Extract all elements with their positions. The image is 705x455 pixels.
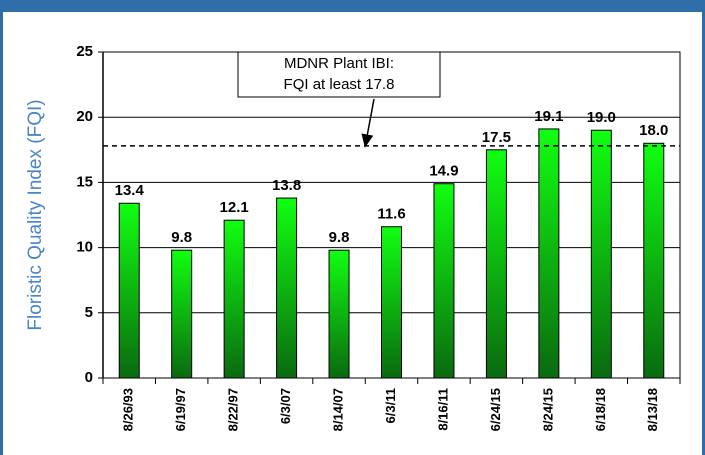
bar bbox=[485, 149, 507, 379]
x-tick-label: 6/24/15 bbox=[488, 388, 503, 431]
y-tick-label: 10 bbox=[76, 239, 93, 256]
bar bbox=[328, 249, 350, 379]
bar bbox=[381, 226, 402, 379]
annotation-text: MDNR Plant IBI: bbox=[284, 55, 394, 72]
bar bbox=[590, 129, 612, 379]
bar bbox=[118, 202, 140, 379]
x-tick-label: 8/26/93 bbox=[121, 388, 136, 431]
bar bbox=[433, 183, 455, 379]
right-edge bbox=[702, 0, 705, 455]
y-tick-label: 20 bbox=[76, 108, 93, 125]
value-label: 9.8 bbox=[171, 229, 192, 246]
x-tick-label: 6/3/11 bbox=[383, 388, 398, 423]
x-tick-label: 8/16/11 bbox=[435, 388, 450, 431]
annotation-arrow bbox=[361, 98, 375, 148]
top-bar bbox=[0, 0, 705, 12]
value-label: 17.5 bbox=[482, 129, 511, 146]
bar bbox=[223, 219, 245, 379]
x-tick-label: 8/22/97 bbox=[226, 388, 241, 431]
annotation-box bbox=[237, 51, 441, 98]
left-edge bbox=[0, 0, 3, 455]
value-label: 19.0 bbox=[587, 109, 616, 126]
value-label: 18.0 bbox=[639, 122, 668, 139]
y-tick-label: 15 bbox=[76, 173, 93, 190]
bar bbox=[643, 142, 665, 379]
y-tick-label: 0 bbox=[85, 369, 93, 386]
x-tick-label: 6/19/97 bbox=[173, 388, 188, 431]
value-label: 11.6 bbox=[377, 206, 405, 223]
value-label: 13.8 bbox=[272, 177, 301, 194]
annotation-text: FQI at least 17.8 bbox=[284, 76, 395, 93]
x-tick-label: 8/13/18 bbox=[645, 388, 660, 431]
value-label: 19.1 bbox=[534, 108, 563, 125]
value-label: 13.4 bbox=[115, 182, 145, 199]
bar bbox=[538, 128, 560, 379]
value-label: 14.9 bbox=[429, 163, 458, 180]
x-tick-label: 8/14/07 bbox=[330, 388, 345, 431]
value-label: 9.8 bbox=[329, 229, 350, 246]
x-tick-label: 6/18/18 bbox=[593, 388, 608, 431]
y-tick-label: 25 bbox=[76, 43, 93, 60]
x-tick-label: 8/24/15 bbox=[540, 388, 555, 431]
x-tick-label: 6/3/07 bbox=[278, 388, 293, 424]
bar bbox=[276, 197, 298, 379]
value-label: 12.1 bbox=[220, 199, 249, 216]
y-axis-label: Floristic Quality Index (FQI) bbox=[25, 99, 46, 330]
y-tick-label: 5 bbox=[85, 304, 93, 321]
bar bbox=[171, 249, 193, 379]
